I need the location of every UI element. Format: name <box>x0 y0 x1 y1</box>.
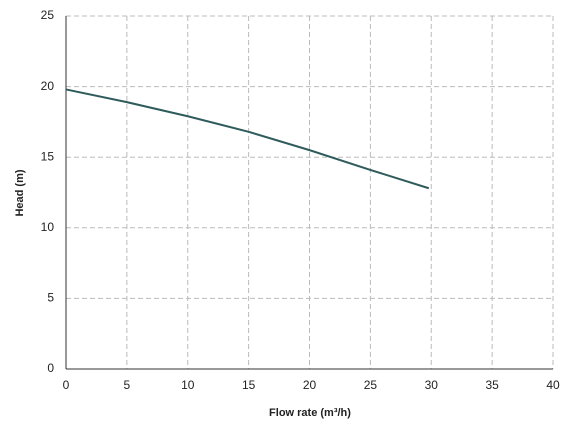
x-axis-title: Flow rate (m³/h) <box>269 407 351 419</box>
y-tick-label: 0 <box>47 361 54 375</box>
x-tick-label: 20 <box>303 378 317 392</box>
x-tick-label: 5 <box>124 378 131 392</box>
x-tick-label: 0 <box>63 378 70 392</box>
x-tick-label: 35 <box>485 378 499 392</box>
x-tick-label: 15 <box>242 378 256 392</box>
y-tick-label: 5 <box>47 291 54 305</box>
x-tick-label: 40 <box>546 378 560 392</box>
x-tick-label: 10 <box>181 378 195 392</box>
line <box>65 88 430 190</box>
x-tick-label: 30 <box>425 378 439 392</box>
x-tick-label: 25 <box>364 378 378 392</box>
y-tick-label: 15 <box>41 149 55 163</box>
y-axis-title: Head (m) <box>14 169 26 216</box>
y-tick-label: 20 <box>41 79 55 93</box>
y-tick-label: 25 <box>41 8 55 22</box>
y-tick-label: 10 <box>41 220 55 234</box>
